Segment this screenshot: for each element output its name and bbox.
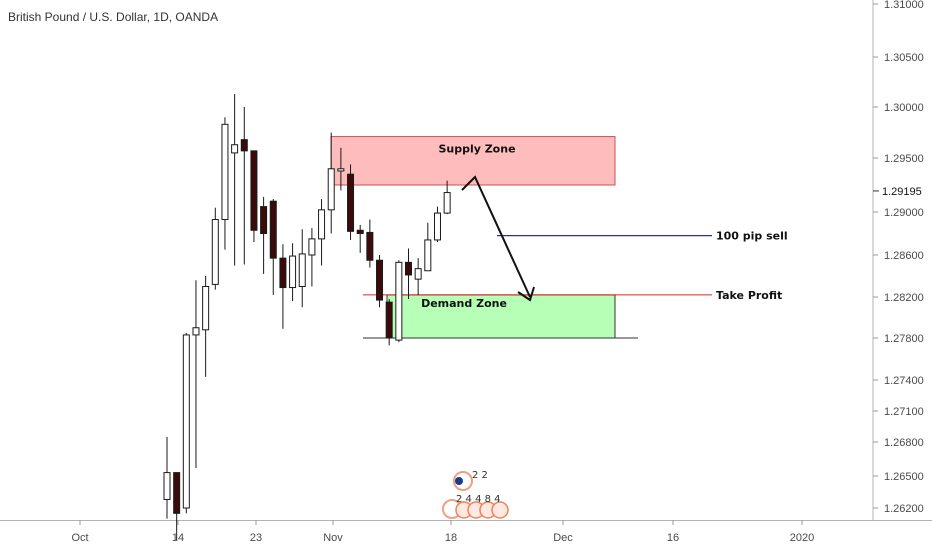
candle-down	[173, 472, 181, 514]
events-row2: 2 4 4 8 4	[456, 494, 501, 505]
price-tick-label: 1.26500	[884, 471, 924, 483]
time-axis[interactable]: Oct 14 23 Nov 18 Dec 16 2020	[71, 520, 814, 544]
time-tick-label: 14	[172, 532, 184, 544]
candle-up	[433, 212, 441, 241]
candle-up	[414, 268, 422, 280]
candle-down	[269, 200, 277, 259]
candle-up	[443, 192, 451, 214]
candle-up	[192, 327, 200, 336]
price-tick-label: 1.27400	[884, 375, 924, 387]
zones-layer	[330, 136, 638, 339]
current-price-marker: 1.29195	[873, 186, 922, 198]
time-tick-label: 16	[667, 532, 679, 544]
candle-up	[163, 472, 171, 500]
uk-flag-icon	[455, 477, 463, 485]
candle-down	[250, 150, 258, 231]
time-tick-label: 2020	[790, 532, 814, 544]
candle-up	[182, 334, 190, 509]
candle-down	[405, 261, 412, 276]
candle-down	[356, 229, 364, 234]
projection-arrowhead	[517, 286, 535, 302]
price-tick-label: 1.31000	[884, 0, 924, 11]
supply-zone-label: Supply Zone	[438, 143, 515, 156]
annotation-labels: Supply Zone Demand Zone 100 pip sell Take P…	[421, 143, 788, 310]
time-tick-label: 23	[250, 532, 262, 544]
current-price-label: 1.29195	[882, 186, 922, 198]
candle-down	[260, 206, 268, 235]
price-tick-label: 1.30000	[884, 102, 924, 114]
candles-layer	[163, 94, 451, 540]
candle-down	[376, 259, 384, 301]
us-flag-icon	[491, 501, 509, 519]
price-axis[interactable]: 1.31000 1.30500 1.30000 1.29500 1.29000 1.286…	[873, 0, 924, 515]
candle-up	[298, 253, 306, 288]
time-tick-label: Oct	[71, 532, 88, 544]
candle-down	[347, 173, 355, 232]
price-tick-label: 1.28200	[884, 292, 924, 304]
price-tick-label: 1.28600	[884, 250, 924, 262]
candle-up	[424, 239, 432, 272]
candle-up	[221, 123, 229, 221]
candle-up	[289, 255, 297, 289]
candle-up	[337, 168, 345, 172]
demand-zone-label: Demand Zone	[421, 297, 507, 310]
projection-path	[461, 175, 531, 298]
price-tick-label: 1.29000	[884, 207, 924, 219]
candle-up	[308, 238, 316, 256]
candle-up	[318, 209, 326, 240]
candle-down	[240, 139, 248, 152]
chart-title: British Pound / U.S. Dollar, 1D, OANDA	[8, 10, 218, 24]
events-widget[interactable]: 2 2 2 4 4 8 4	[442, 470, 509, 519]
price-tick-label: 1.30500	[884, 52, 924, 64]
candle-up	[327, 168, 335, 211]
candle-up	[202, 286, 210, 331]
level-lines-layer	[363, 235, 712, 296]
candle-down	[385, 301, 393, 339]
sell-line-label: 100 pip sell	[716, 230, 788, 243]
time-tick-label: Nov	[323, 532, 343, 544]
time-tick-label: Dec	[553, 532, 573, 544]
price-tick-label: 1.27800	[884, 333, 924, 345]
price-tick-label: 1.26200	[884, 503, 924, 515]
candle-up	[231, 144, 239, 154]
take-profit-label: Take Profit	[716, 289, 782, 302]
candle-up	[395, 261, 403, 341]
price-tick-label: 1.27100	[884, 406, 924, 418]
projection-arrows	[461, 175, 535, 302]
candle-down	[366, 231, 374, 261]
time-tick-label: 18	[445, 532, 457, 544]
candle-down	[279, 257, 287, 289]
events-row1: 2 2	[472, 470, 488, 481]
price-tick-label: 1.29500	[884, 153, 924, 165]
price-tick-label: 1.26800	[884, 437, 924, 449]
candle-up	[211, 219, 219, 285]
